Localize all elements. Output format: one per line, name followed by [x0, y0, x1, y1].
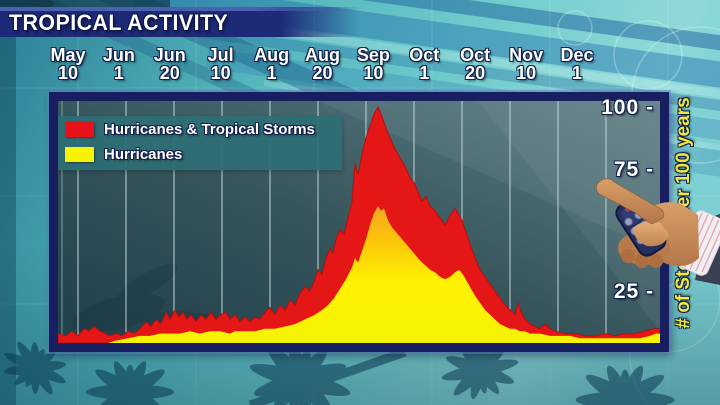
x-tick-label: Sep 10: [356, 45, 390, 83]
page-title: TROPICAL ACTIVITY: [9, 10, 229, 35]
x-tick-label: Dec 1: [560, 45, 594, 83]
legend-item-hurricanes: Hurricanes: [58, 141, 342, 166]
legend-item-storms: Hurricanes & Tropical Storms: [58, 116, 342, 141]
x-tick-label: Nov 10: [509, 45, 544, 83]
legend-label: Hurricanes: [104, 146, 183, 163]
legend: Hurricanes & Tropical Storms Hurricanes: [58, 116, 342, 170]
title-bar: TROPICAL ACTIVITY: [0, 7, 360, 37]
hurricanes-swatch: [65, 147, 94, 162]
x-tick-label: May 10: [50, 45, 86, 83]
storms-swatch: [65, 122, 94, 137]
x-tick-label: Oct 1: [409, 45, 440, 83]
x-tick-label: Aug 1: [254, 45, 290, 83]
pointing-finger: [595, 178, 665, 225]
x-tick-label: Jun 20: [153, 45, 186, 83]
presenter-hand: [595, 178, 720, 285]
storms-area: [58, 105, 660, 343]
x-tick-label: Oct 20: [460, 45, 491, 83]
hurricanes-area: [58, 206, 660, 343]
thumb: [633, 221, 669, 247]
x-tick-label: Jun 1: [102, 45, 135, 83]
x-tick-label: Aug 20: [305, 45, 340, 83]
x-axis-labels: May 10 Jun 1 Jun 20 Jul 10 Aug 1 Aug 20 Sep 10 Oct 1 Oct…: [0, 0, 720, 92]
legend-label: Hurricanes & Tropical Storms: [104, 121, 315, 138]
x-tick-label: Jul 10: [207, 45, 234, 83]
